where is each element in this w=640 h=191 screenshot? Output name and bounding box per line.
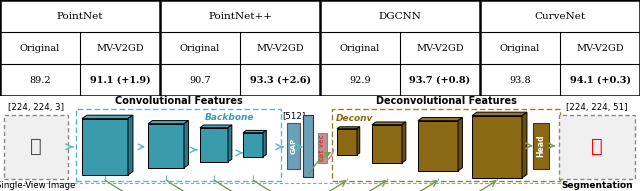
Polygon shape (418, 118, 462, 121)
Text: Original: Original (20, 44, 60, 53)
Polygon shape (458, 118, 462, 171)
Text: 94.1 (+0.3): 94.1 (+0.3) (570, 76, 630, 85)
Text: 🏍: 🏍 (30, 137, 42, 156)
Text: MV-V2GD: MV-V2GD (576, 44, 624, 53)
Polygon shape (372, 122, 406, 125)
Polygon shape (472, 116, 522, 178)
Polygon shape (148, 124, 184, 168)
Text: MV-V2GD: MV-V2GD (256, 44, 304, 53)
Text: [224, 224, 51]: [224, 224, 51] (566, 103, 628, 112)
FancyBboxPatch shape (303, 115, 313, 177)
Text: cat vec: cat vec (319, 134, 326, 161)
Polygon shape (418, 121, 458, 171)
Text: MV-V2GD: MV-V2GD (96, 44, 144, 53)
Text: MV-V2GD: MV-V2GD (416, 44, 464, 53)
Text: 89.2: 89.2 (29, 76, 51, 85)
Polygon shape (472, 112, 527, 116)
Text: Head: Head (536, 134, 545, 157)
Text: 91.1 (+1.9): 91.1 (+1.9) (90, 76, 150, 85)
Text: DGCNN: DGCNN (379, 12, 421, 21)
Text: [224, 224, 3]: [224, 224, 3] (8, 103, 64, 112)
FancyBboxPatch shape (559, 115, 635, 179)
Text: Single-View Image: Single-View Image (0, 181, 76, 190)
Polygon shape (372, 125, 402, 163)
Text: Convolutional Features: Convolutional Features (115, 96, 243, 106)
Text: CurveNet: CurveNet (534, 12, 586, 21)
Text: 93.7 (+0.8): 93.7 (+0.8) (410, 76, 470, 85)
Polygon shape (228, 125, 232, 162)
Polygon shape (337, 127, 360, 129)
Polygon shape (128, 115, 133, 175)
Text: Backbone: Backbone (205, 113, 255, 122)
Text: 93.8: 93.8 (509, 76, 531, 85)
Text: 92.9: 92.9 (349, 76, 371, 85)
Text: 90.7: 90.7 (189, 76, 211, 85)
Polygon shape (148, 121, 188, 124)
Text: GAP: GAP (291, 138, 296, 154)
Text: Deconvolutional Features: Deconvolutional Features (376, 96, 516, 106)
Text: Original: Original (340, 44, 380, 53)
Text: Segmentation: Segmentation (561, 181, 633, 190)
Polygon shape (82, 119, 128, 175)
Polygon shape (82, 115, 133, 119)
Polygon shape (200, 128, 228, 162)
Polygon shape (243, 130, 266, 133)
Polygon shape (357, 127, 360, 155)
Polygon shape (522, 112, 527, 178)
Polygon shape (200, 125, 232, 128)
Text: Original: Original (500, 44, 540, 53)
FancyBboxPatch shape (318, 133, 327, 163)
Text: Original: Original (180, 44, 220, 53)
Text: [512]: [512] (282, 111, 305, 120)
Text: PointNet: PointNet (57, 12, 103, 21)
FancyBboxPatch shape (533, 123, 549, 169)
Polygon shape (243, 133, 263, 157)
Text: PointNet++: PointNet++ (208, 12, 272, 21)
Polygon shape (263, 130, 266, 157)
Text: 🏍: 🏍 (591, 137, 603, 156)
Text: Deconv: Deconv (335, 114, 372, 123)
FancyBboxPatch shape (287, 123, 300, 169)
Polygon shape (337, 129, 357, 155)
FancyBboxPatch shape (4, 115, 68, 179)
Polygon shape (184, 121, 188, 168)
Text: 93.3 (+2.6): 93.3 (+2.6) (250, 76, 310, 85)
Polygon shape (402, 122, 406, 163)
